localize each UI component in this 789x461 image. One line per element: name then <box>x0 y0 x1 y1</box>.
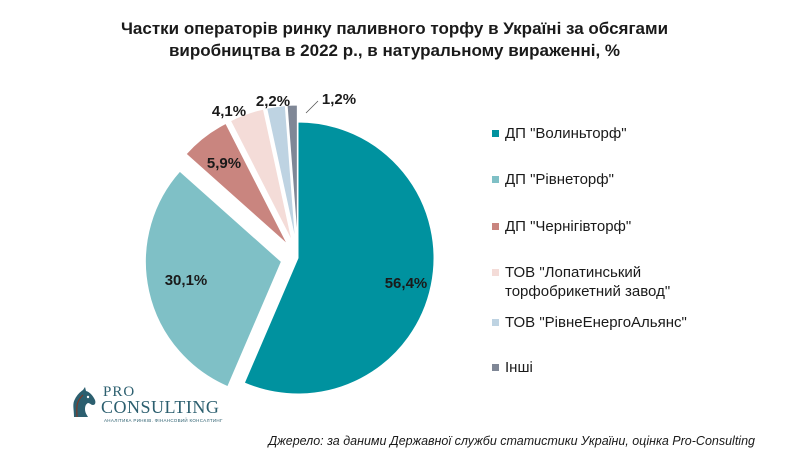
legend-label: Інші <box>505 359 533 376</box>
legend-swatch <box>492 223 499 230</box>
legend-swatch <box>492 364 499 371</box>
legend-swatch <box>492 269 499 276</box>
legend-item-1: ДП "Волиньторф" <box>492 124 627 143</box>
legend-label: ТОВ "РівнеЕнергоАльянс" <box>505 314 687 331</box>
pie-slice-2 <box>144 170 283 388</box>
data-label-6: 1,2% <box>322 91 356 108</box>
chart-title-line-2: виробництва в 2022 р., в натуральному ви… <box>168 41 621 60</box>
chart-title-line-1: Частки операторів ринку паливного торфу … <box>120 19 669 38</box>
legend-item-4: ТОВ "Лопатинський торфобрикетний завод" <box>492 263 695 301</box>
pie-slice-4 <box>229 108 293 243</box>
legend-item-2: ДП "Рівнеторф" <box>492 170 614 189</box>
pie-slice-5 <box>266 105 297 242</box>
chart-title: Частки операторів ринку паливного торфу … <box>40 18 749 62</box>
data-label-2: 30,1% <box>165 272 208 289</box>
data-label-4: 4,1% <box>212 103 246 120</box>
logo-pro: PRO <box>103 384 136 400</box>
data-label-1: 56,4% <box>385 275 428 292</box>
legend-item-5: ТОВ "РівнеЕнергоАльянс" <box>492 313 687 332</box>
legend-item-3: ДП "Чернігівторф" <box>492 217 631 236</box>
logo-tagline: АНАЛІТИКА РИНКІВ. ФІНАНСОВИЙ КОНСАЛТИНГ <box>104 418 223 423</box>
pie-slice-1 <box>243 121 435 395</box>
legend-item-6: Інші <box>492 358 533 377</box>
data-label-3: 5,9% <box>207 155 241 172</box>
source-note: Джерело: за даними Державної служби стат… <box>268 434 755 448</box>
pie-slice-3 <box>185 122 289 245</box>
legend-label: ТОВ "Лопатинський торфобрикетний завод" <box>505 264 671 300</box>
data-label-5: 2,2% <box>256 93 290 110</box>
legend-label: ДП "Чернігівторф" <box>505 218 632 235</box>
pie-slice-6 <box>286 104 298 242</box>
legend-swatch <box>492 319 499 326</box>
legend-label: ДП "Рівнеторф" <box>505 171 614 188</box>
legend-swatch <box>492 176 499 183</box>
logo-consulting: CONSULTING <box>101 397 220 417</box>
legend-swatch <box>492 130 499 137</box>
leader-line <box>305 100 319 114</box>
horse-head-icon <box>73 387 96 418</box>
legend-label: ДП "Волиньторф" <box>505 125 627 142</box>
pro-consulting-logo: PRO CONSULTING АНАЛІТИКА РИНКІВ. ФІНАНСО… <box>68 384 228 424</box>
